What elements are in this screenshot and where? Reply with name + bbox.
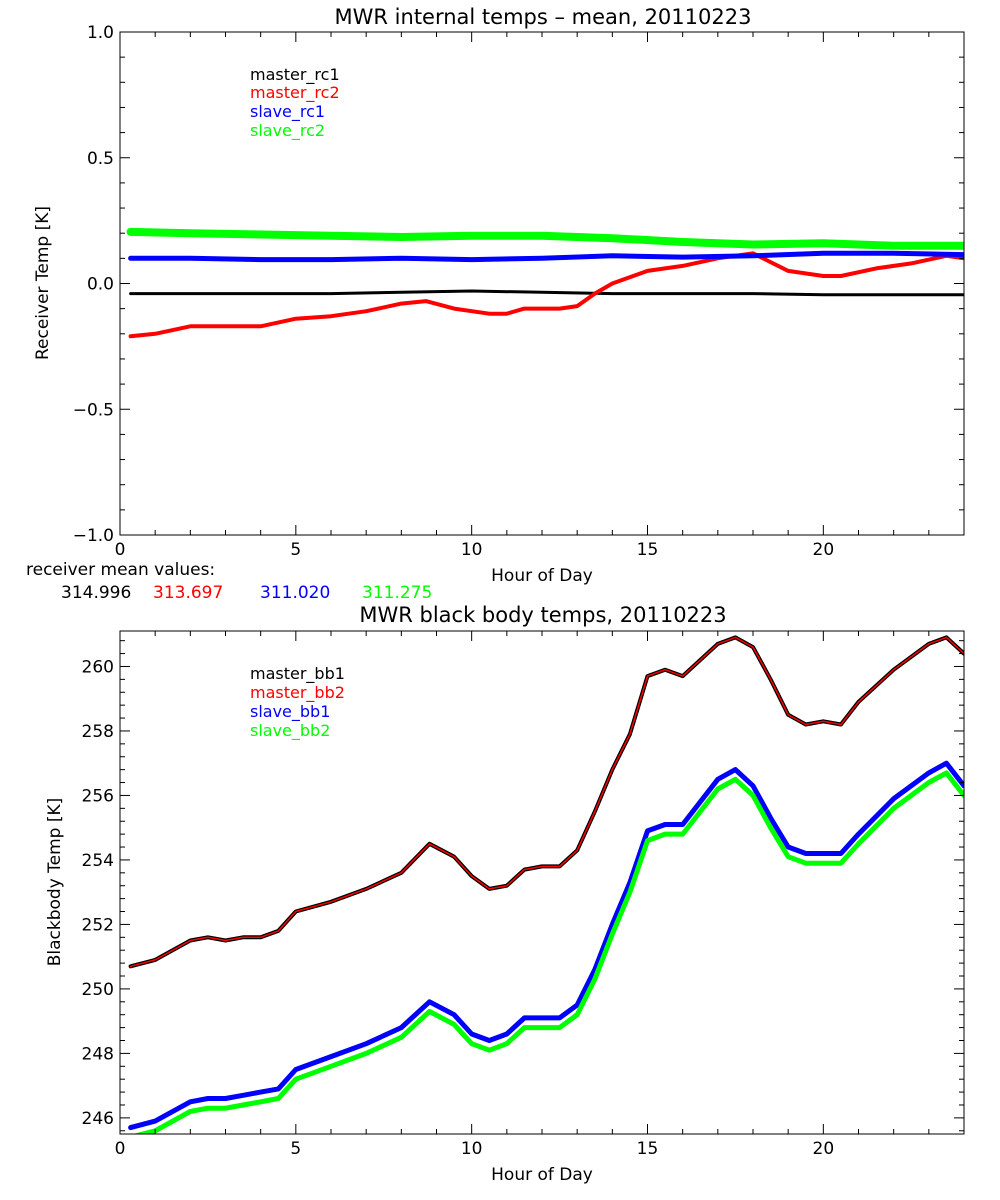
x-tick-label: 5 xyxy=(290,540,301,560)
legend-entry: master_bb2 xyxy=(250,683,345,703)
x-tick-label: 10 xyxy=(461,540,483,560)
y-tick-label: 252 xyxy=(82,915,114,935)
y-tick-label: 254 xyxy=(82,851,114,871)
mean-value: 313.697 xyxy=(153,583,223,603)
legend-entry: slave_bb2 xyxy=(250,721,330,741)
legend: master_rc1 master_rc2 slave_rc1 slave_rc… xyxy=(250,65,340,141)
y-axis-label: Receiver Temp [K] xyxy=(33,206,53,360)
legend-entry: master_rc2 xyxy=(250,83,340,103)
axis-ticks: 0 5 10 15 20 −1.0 −0.5 0.0 0.5 1.0 xyxy=(73,23,965,560)
legend-entry: slave_rc2 xyxy=(250,121,325,141)
chart-blackbody-temps: MWR black body temps, 20110223 0 5 10 15 20 2… xyxy=(45,603,965,1185)
series-line-slave-bb1 xyxy=(128,760,964,1131)
series-line-slave-bb2 xyxy=(132,770,964,1134)
series-group xyxy=(126,227,964,339)
y-tick-label: 0.0 xyxy=(87,275,114,295)
series-line-slave-rc1 xyxy=(128,250,964,263)
chart-title: MWR internal temps – mean, 20110223 xyxy=(335,5,752,29)
y-tick-label: 1.0 xyxy=(87,23,114,43)
y-tick-label: 250 xyxy=(82,980,114,1000)
x-tick-label: 0 xyxy=(115,1139,126,1159)
chart-title: MWR black body temps, 20110223 xyxy=(359,603,726,627)
x-tick-label: 20 xyxy=(813,1139,835,1159)
mean-value: 311.020 xyxy=(260,583,330,603)
plot-area xyxy=(126,227,964,339)
x-axis-label: Hour of Day xyxy=(491,566,593,586)
y-tick-label: −1.0 xyxy=(73,526,114,546)
y-tick-label: 256 xyxy=(82,786,114,806)
y-tick-label: 258 xyxy=(82,722,114,742)
y-tick-label: 248 xyxy=(82,1044,114,1064)
y-tick-label: −0.5 xyxy=(73,400,114,420)
mean-value: 314.996 xyxy=(61,583,131,603)
plot-frame xyxy=(119,31,965,536)
x-tick-label: 15 xyxy=(637,540,659,560)
series-line-slave-rc2 xyxy=(126,227,964,250)
x-tick-label: 10 xyxy=(461,1139,483,1159)
x-tick-label: 20 xyxy=(813,540,835,560)
axis-ticks: 0 5 10 15 20 246 248 250 252 254 256 258 260 xyxy=(82,631,965,1159)
plot-frame xyxy=(119,630,965,1135)
legend-entry: slave_bb1 xyxy=(250,702,330,722)
mean-values: receiver mean values: 314.996 313.697 31… xyxy=(26,560,432,603)
x-tick-label: 15 xyxy=(637,1139,659,1159)
series-line-master-rc1 xyxy=(129,289,964,297)
x-tick-label: 5 xyxy=(290,1139,301,1159)
legend: master_bb1 master_bb2 slave_bb1 slave_bb… xyxy=(250,664,345,741)
y-tick-label: 260 xyxy=(82,657,114,677)
mean-value: 311.275 xyxy=(362,583,432,603)
y-tick-label: 0.5 xyxy=(87,149,114,169)
x-axis-label: Hour of Day xyxy=(491,1165,593,1185)
y-axis-label: Blackbody Temp [K] xyxy=(45,798,65,967)
x-tick-label: 0 xyxy=(115,540,126,560)
legend-entry: master_rc1 xyxy=(250,65,340,85)
series-line-master-rc2 xyxy=(128,251,964,339)
legend-entry: master_bb1 xyxy=(250,664,345,684)
legend-entry: slave_rc1 xyxy=(250,102,325,122)
plot-area xyxy=(128,635,964,1134)
series-group xyxy=(128,635,964,1134)
series-line-master-bb2 xyxy=(129,636,964,968)
mean-values-label: receiver mean values: xyxy=(26,560,215,580)
chart-receiver-temps: MWR internal temps – mean, 20110223 0 5 10… xyxy=(26,5,965,603)
y-tick-label: 246 xyxy=(82,1109,114,1129)
